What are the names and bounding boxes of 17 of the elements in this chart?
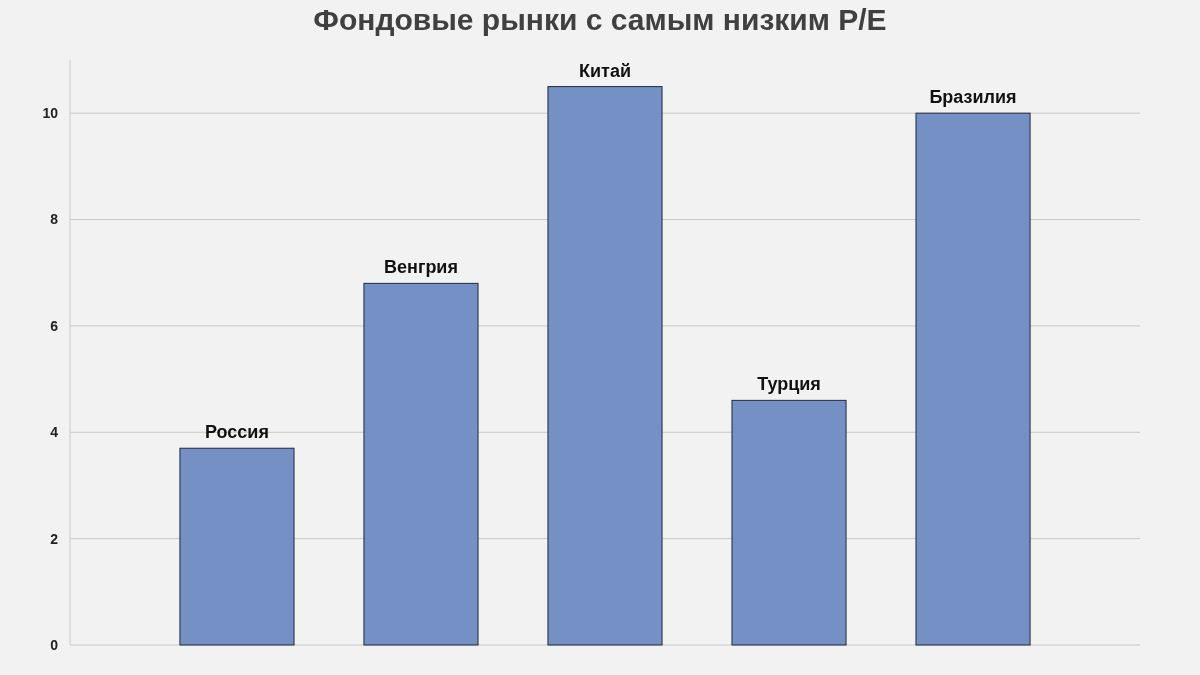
x-tick-label: Бразилия bbox=[929, 87, 1017, 108]
x-tick-label: Турция bbox=[757, 374, 821, 395]
y-tick-label: 10 bbox=[42, 105, 59, 122]
y-tick-label: 0 bbox=[50, 636, 59, 653]
x-tick-label: Венгрия bbox=[384, 257, 458, 278]
bar bbox=[179, 447, 295, 646]
bar bbox=[731, 399, 847, 646]
y-tick-label: 6 bbox=[50, 317, 59, 334]
x-tick-label: Россия bbox=[205, 422, 269, 443]
y-tick-label: 2 bbox=[50, 530, 59, 547]
bar bbox=[547, 86, 663, 646]
y-tick-label: 8 bbox=[50, 211, 59, 228]
chart-title: Фондовые рынки с самым низким P/E bbox=[313, 3, 887, 36]
y-tick-label: 4 bbox=[50, 424, 59, 441]
bar bbox=[915, 112, 1031, 646]
bar bbox=[363, 282, 479, 646]
x-tick-label: Китай bbox=[579, 60, 631, 81]
